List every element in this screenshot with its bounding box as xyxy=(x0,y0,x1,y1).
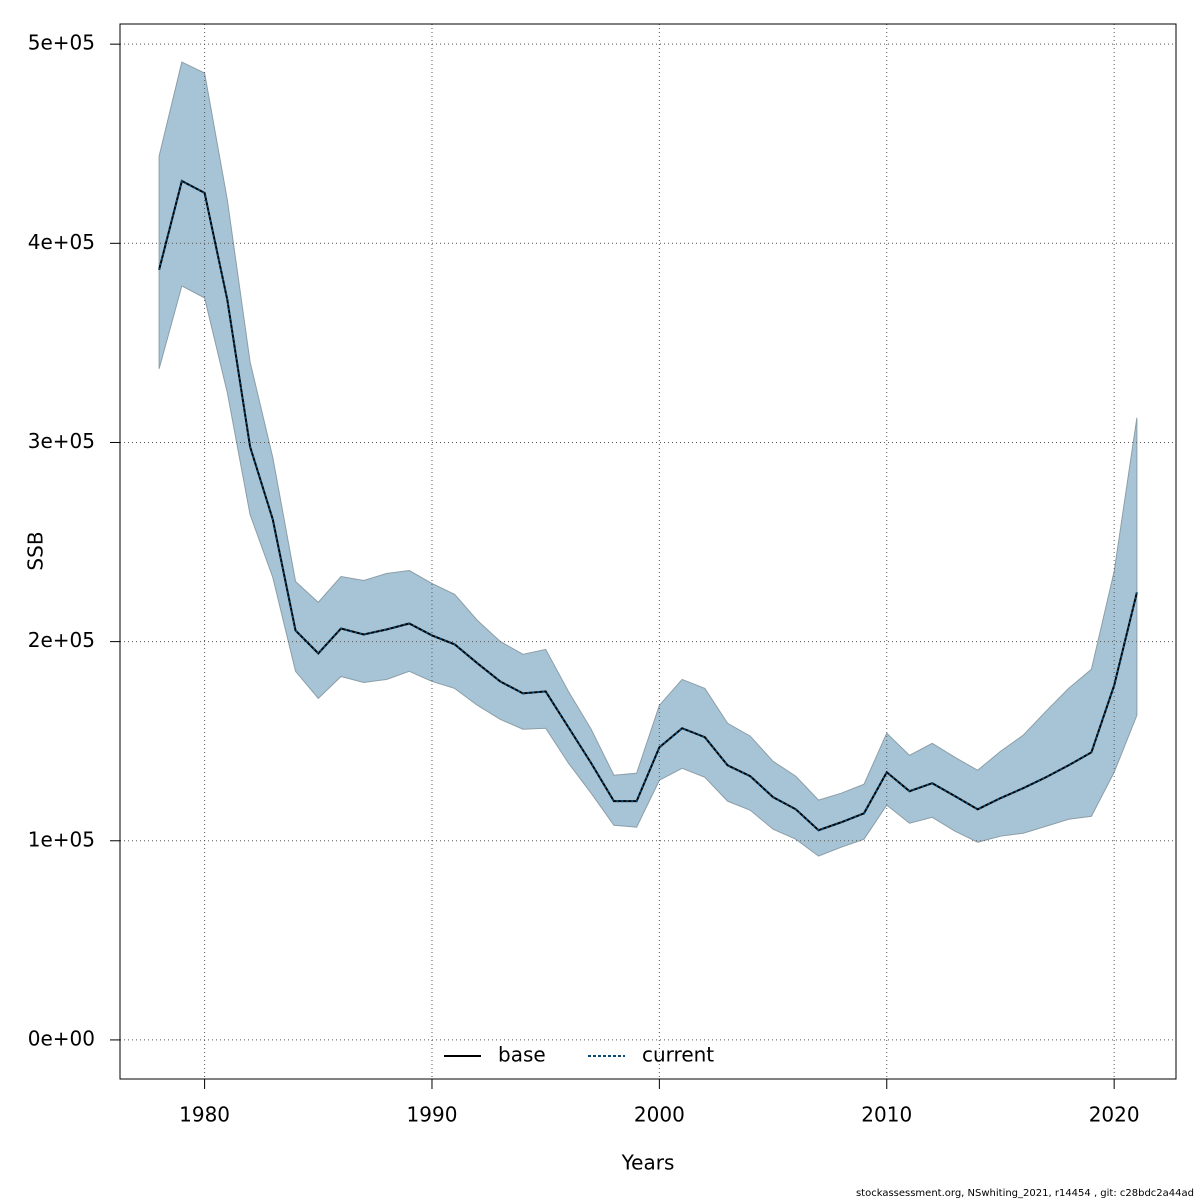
legend-label: current xyxy=(642,1043,714,1067)
y-axis-label: SSB xyxy=(24,531,48,570)
y-tick-label: 4e+05 xyxy=(28,230,95,254)
series-line xyxy=(158,179,1138,832)
x-tick-label: 1990 xyxy=(407,1103,458,1127)
y-tick-label: 1e+05 xyxy=(28,827,95,851)
y-tick-label: 0e+00 xyxy=(28,1026,95,1050)
y-tick-label: 5e+05 xyxy=(28,31,95,55)
x-tick-label: 2020 xyxy=(1089,1103,1140,1127)
series-line xyxy=(158,179,1138,832)
confidence-band xyxy=(158,61,1138,857)
x-tick-label: 1980 xyxy=(179,1103,230,1127)
plot-frame xyxy=(119,23,1177,1080)
y-tick-label: 3e+05 xyxy=(28,429,95,453)
legend-label: base xyxy=(498,1043,546,1067)
x-tick-label: 2000 xyxy=(634,1103,685,1127)
x-tick-label: 2010 xyxy=(861,1103,912,1127)
x-axis-label: Years xyxy=(621,1151,675,1175)
y-tick-label: 2e+05 xyxy=(28,628,95,652)
footnote: stockassessment.org, NSwhiting_2021, r14… xyxy=(856,1188,1194,1199)
